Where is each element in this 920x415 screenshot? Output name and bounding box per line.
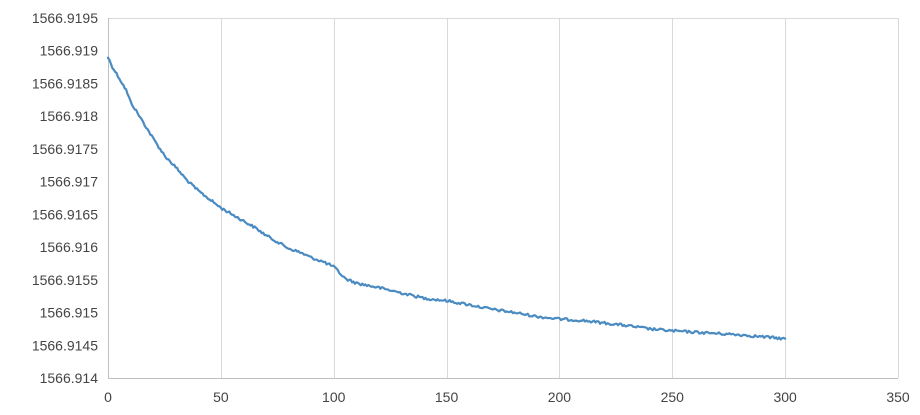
y-tick-labels: 1566.914 1566.9145 1566.915 1566.9155 1566.9… <box>32 10 98 386</box>
grid-layer <box>108 18 899 378</box>
x-tick-label: 350 <box>886 389 910 405</box>
x-tick-label: 0 <box>104 389 112 405</box>
y-tick-label: 1566.9195 <box>32 10 98 26</box>
y-tick-label: 1566.915 <box>40 305 99 321</box>
series-line-0 <box>106 56 787 341</box>
y-tick-label: 1566.9165 <box>32 206 98 222</box>
y-tick-label: 1566.914 <box>40 370 99 386</box>
x-tick-label: 200 <box>548 389 572 405</box>
y-tick-label: 1566.9185 <box>32 75 98 91</box>
x-tick-label: 150 <box>435 389 459 405</box>
x-tick-label: 300 <box>773 389 797 405</box>
y-tick-label: 1566.919 <box>40 43 99 59</box>
y-tick-label: 1566.916 <box>40 239 99 255</box>
x-tick-label: 50 <box>213 389 229 405</box>
y-tick-label: 1566.918 <box>40 108 99 124</box>
y-tick-label: 1566.9175 <box>32 141 98 157</box>
x-tick-label: 250 <box>661 389 685 405</box>
x-tick-label: 100 <box>322 389 346 405</box>
y-tick-label: 1566.9155 <box>32 272 98 288</box>
y-tick-label: 1566.917 <box>40 174 99 190</box>
x-tick-labels: 0 50 100 150 200 250 300 350 <box>104 389 910 405</box>
series-layer <box>106 56 787 341</box>
axis-layer <box>108 18 898 379</box>
y-tick-label: 1566.9145 <box>32 337 98 353</box>
